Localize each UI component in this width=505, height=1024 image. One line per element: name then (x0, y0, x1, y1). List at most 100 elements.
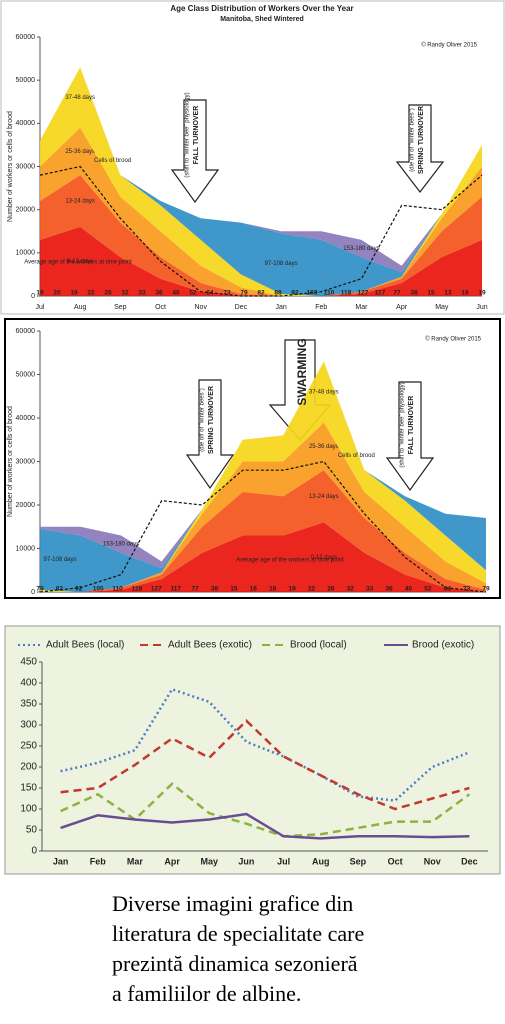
age-area (40, 175, 482, 296)
age-label: 32 (121, 290, 129, 297)
y-tick-label: 450 (20, 657, 37, 668)
age-label: 36 (385, 586, 393, 593)
y-tick-label: 250 (20, 741, 37, 752)
age-label: 117 (375, 290, 386, 297)
x-tick-label: Jul (36, 304, 45, 311)
age-label: 20 (53, 290, 61, 297)
annotation: Average age of the workers at time point (24, 260, 132, 266)
age-label: 127 (151, 586, 162, 593)
y-tick-label: 100 (20, 804, 37, 815)
series-label: 97-108 days (43, 557, 76, 563)
age-area (40, 226, 482, 296)
y-tick-label: 40000 (16, 120, 36, 127)
series-label: 153-180 days (103, 542, 139, 548)
y-tick-label: 30000 (16, 458, 36, 465)
brood-line (39, 460, 487, 593)
chart-subtitle: Manitoba, Shed Wintered (220, 16, 304, 23)
x-tick-label: Oct (155, 304, 166, 311)
x-tick-label: Feb (90, 856, 107, 866)
age-area (40, 67, 482, 296)
annotation: SPRING TURNOVER (208, 386, 215, 454)
y-tick-label: 40000 (16, 415, 36, 422)
series-label: 37-48 days (309, 389, 339, 395)
age-label: 22 (308, 586, 316, 593)
age-label: 13 (444, 290, 452, 297)
age-area (40, 361, 486, 592)
caption-line: Diverse imagini grafice din (112, 891, 353, 916)
x-tick-label: Dec (235, 304, 248, 311)
age-label: 52 (189, 290, 197, 297)
y-tick-label: 400 (20, 678, 37, 689)
x-tick-label: Mar (127, 856, 144, 866)
age-label: 82 (257, 290, 265, 297)
x-tick-label: Apr (396, 304, 408, 311)
x-tick-label: Aug (74, 304, 87, 311)
y-tick-label: 50000 (16, 371, 36, 378)
caption-line: literatura de specialitate care (112, 921, 364, 946)
x-tick-label: Sep (114, 304, 127, 311)
y-tick-label: 200 (20, 762, 37, 773)
series-label: 13-24 days (65, 199, 95, 205)
age-label: 26 (104, 290, 112, 297)
chart-title: Age Class Distribution of Workers Over t… (170, 4, 353, 13)
legend-label: Adult Bees (local) (46, 640, 124, 651)
y-tick-label: 10000 (16, 545, 36, 552)
y-axis-label: Number of workers or cells of brood (7, 406, 14, 517)
copyright: © Randy Oliver 2015 (421, 42, 477, 49)
age-label: 22 (87, 290, 95, 297)
age-label: 32 (347, 586, 355, 593)
y-tick-label: 150 (20, 783, 37, 794)
age-label: 64 (444, 586, 452, 593)
series-label: Cells of brood (338, 453, 375, 459)
y-tick-label: 50000 (16, 77, 36, 84)
age-label: 52 (424, 586, 432, 593)
age-label: 127 (358, 290, 369, 297)
series-label: Cells of brood (94, 158, 131, 164)
series-line (60, 687, 470, 802)
age-label: 79 (36, 586, 44, 593)
age-label: 38 (211, 586, 219, 593)
y-tick-label: 60000 (16, 328, 36, 335)
age-label: 88 (274, 290, 282, 297)
age-label: 16 (250, 586, 258, 593)
chart-frame (4, 625, 501, 875)
series-line (60, 812, 470, 840)
series-label: 25-36 days (309, 444, 339, 450)
caption-line: a familiilor de albine. (112, 981, 301, 1006)
x-tick-label: Apr (164, 856, 180, 866)
age-label: 118 (132, 586, 143, 593)
age-label: 73 (223, 290, 231, 297)
y-tick-label: 50 (26, 825, 38, 836)
series-label: 37-48 days (65, 95, 95, 101)
age-label: 92 (291, 290, 299, 297)
age-label: 19 (288, 586, 296, 593)
brood-line (39, 165, 483, 297)
age-label: 77 (192, 586, 200, 593)
age-label: 82 (56, 586, 64, 593)
x-tick-label: Jul (277, 856, 290, 866)
y-tick-label: 20000 (16, 502, 36, 509)
x-tick-label: Oct (388, 856, 403, 866)
annotation: FALL TURNOVER (193, 106, 200, 165)
age-label: 64 (206, 290, 214, 297)
age-label: 26 (327, 586, 335, 593)
y-tick-label: 0 (31, 846, 37, 857)
age-label: 110 (112, 586, 123, 593)
series-line (60, 782, 471, 838)
age-label: 18 (269, 586, 277, 593)
x-tick-label: Feb (315, 304, 327, 311)
copyright: © Randy Oliver 2015 (425, 336, 481, 343)
x-tick-label: Aug (312, 856, 330, 866)
x-tick-label: Mar (355, 304, 368, 311)
series-label: 0-12 days (67, 259, 93, 265)
x-tick-label: Jan (53, 856, 69, 866)
y-tick-label: 350 (20, 699, 37, 710)
annotation: (die off of "winter bees") (200, 388, 206, 452)
age-label: 33 (138, 290, 146, 297)
age-label: 92 (75, 586, 83, 593)
annotation: SWARMING (295, 338, 309, 405)
age-label: 79 (240, 290, 248, 297)
age-label: 105 (93, 586, 104, 593)
y-tick-label: 60000 (16, 34, 36, 41)
age-area (40, 522, 486, 592)
